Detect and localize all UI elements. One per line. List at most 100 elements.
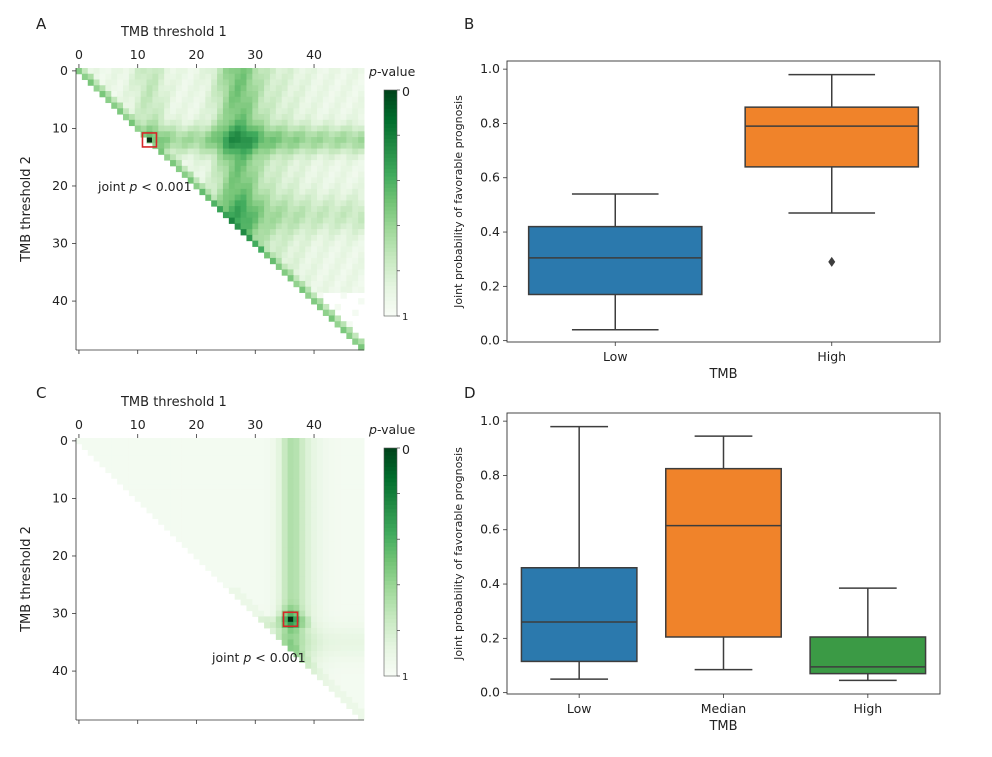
heatmap-cell — [258, 183, 265, 190]
heatmap-cell — [305, 85, 312, 92]
heatmap-cell — [281, 142, 289, 150]
heatmap-cell — [334, 96, 341, 104]
heatmap-cell — [240, 461, 247, 468]
heatmap-cell — [134, 119, 142, 127]
heatmap-cell — [340, 114, 347, 121]
heatmap-cell — [275, 547, 283, 554]
heatmap-cell — [322, 570, 330, 577]
heatmap-cell — [217, 131, 224, 138]
heatmap-cell — [193, 524, 200, 531]
heatmap-cell — [199, 131, 206, 138]
heatmap-cell — [164, 114, 171, 121]
colorbar-top-label: 0 — [402, 84, 410, 99]
heatmap-cell — [316, 298, 324, 305]
heatmap-cell — [222, 484, 230, 491]
heatmap-cell — [358, 280, 365, 288]
heatmap-cell — [128, 455, 136, 462]
heatmap-cell — [211, 484, 218, 491]
heatmap-cell — [311, 438, 318, 445]
heatmap-cell — [217, 79, 224, 86]
heatmap-cell — [158, 507, 165, 514]
heatmap-cell — [111, 85, 118, 92]
heatmap-cell — [234, 142, 242, 150]
heatmap-cell — [334, 478, 341, 485]
heatmap-cell — [252, 524, 259, 531]
heatmap-cell — [217, 518, 224, 525]
heatmap-cell — [269, 154, 277, 161]
heatmap-cell — [322, 200, 330, 207]
heatmap-cell — [234, 108, 242, 115]
colorbar-segment — [384, 157, 397, 163]
heatmap-cell — [328, 679, 336, 686]
heatmap-cell — [164, 455, 171, 462]
heatmap-cell — [311, 223, 318, 230]
heatmap-cell — [258, 495, 265, 502]
heatmap-cell — [293, 576, 300, 583]
heatmap-cell — [346, 541, 353, 548]
heatmap-cell — [352, 610, 359, 617]
heatmap-cell — [340, 673, 347, 681]
heatmap-cell — [205, 73, 212, 81]
heatmap-cell — [234, 79, 242, 86]
y-axis-title: TMB threshold 2 — [19, 156, 34, 263]
heatmap-cell — [358, 570, 365, 577]
heatmap-cell — [287, 206, 294, 213]
heatmap-cell — [111, 466, 118, 474]
heatmap-cell — [293, 217, 300, 224]
heatmap-cell — [158, 518, 165, 525]
heatmap-cell — [346, 263, 353, 270]
heatmap-cell — [358, 656, 365, 663]
heatmap-cell — [334, 662, 341, 669]
heatmap-cell — [264, 91, 271, 98]
heatmap-cell — [311, 564, 318, 571]
heatmap-cell — [199, 68, 206, 75]
heatmap-cell — [328, 206, 336, 213]
heatmap-cell — [258, 593, 265, 600]
heatmap-cell — [117, 466, 124, 474]
heatmap-cell — [199, 171, 206, 178]
heatmap-cell — [358, 702, 365, 709]
heatmap-cell — [140, 438, 148, 445]
box-high — [744, 106, 920, 168]
heatmap-cell — [340, 188, 347, 196]
heatmap-cell — [99, 68, 106, 75]
heatmap-cell — [275, 518, 283, 525]
heatmap-cell — [322, 587, 330, 594]
heatmap-cell — [87, 68, 95, 75]
heatmap-cell — [334, 645, 341, 652]
heatmap-cell — [199, 484, 206, 491]
heatmap-cell — [316, 165, 324, 173]
heatmap-cell — [340, 142, 347, 150]
heatmap-cell — [264, 217, 271, 224]
heatmap-cell — [311, 177, 318, 184]
heatmap-cell — [234, 73, 242, 81]
heatmap-cell — [275, 587, 283, 594]
heatmap-cell — [311, 639, 318, 646]
heatmap-cell — [305, 633, 312, 640]
heatmap-cell — [358, 604, 365, 612]
heatmap-cell — [293, 478, 300, 485]
heatmap-cell — [269, 593, 277, 600]
heatmap-cell — [358, 257, 365, 265]
heatmap-cell — [281, 229, 289, 236]
heatmap-cell — [311, 91, 318, 98]
heatmap-cell — [217, 484, 224, 491]
heatmap-cell — [328, 102, 336, 109]
heatmap-cell — [322, 246, 330, 253]
heatmap-cell — [281, 240, 289, 247]
heatmap-cell — [158, 461, 165, 468]
heatmap-cell — [316, 188, 324, 196]
heatmap-cell — [299, 558, 306, 566]
colorbar-segment — [384, 607, 397, 612]
colorbar-segment — [384, 135, 397, 140]
heatmap-cell — [358, 91, 365, 98]
heatmap-cell — [269, 229, 277, 236]
heatmap-cell — [287, 114, 294, 121]
heatmap-cell — [358, 165, 365, 173]
heatmap-cell — [170, 438, 177, 445]
heatmap-cell — [305, 240, 312, 247]
heatmap-cell — [205, 137, 212, 144]
heatmap-cell — [352, 691, 359, 698]
heatmap-cell — [205, 119, 212, 127]
heatmap-cell — [170, 160, 177, 167]
